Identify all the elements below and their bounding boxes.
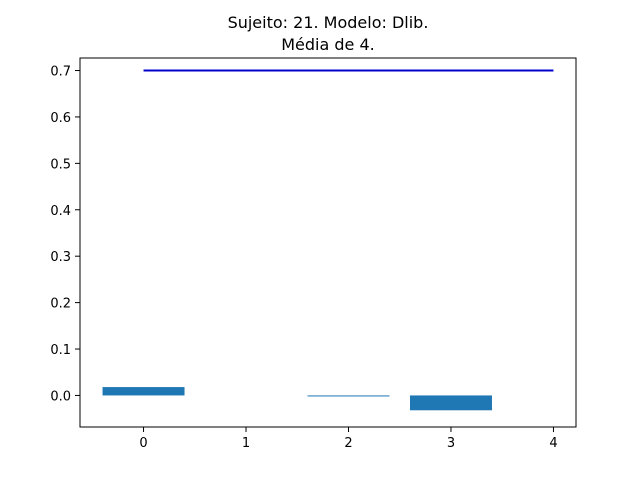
bar-2 xyxy=(307,395,390,397)
y-tick-label-0.6: 0.6 xyxy=(50,111,71,126)
y-tick-label-0: 0.0 xyxy=(50,389,71,404)
x-tick-label-0: 0 xyxy=(139,436,147,451)
x-tick-label-4: 4 xyxy=(549,436,557,451)
x-tick-label-1: 1 xyxy=(242,436,250,451)
chart-title-line2: Média de 4. xyxy=(281,35,375,54)
x-tick-label-2: 2 xyxy=(344,436,352,451)
y-tick-label-0.1: 0.1 xyxy=(50,343,71,358)
chart-title-line1: Sujeito: 21. Modelo: Dlib. xyxy=(228,13,429,32)
y-tick-label-0.5: 0.5 xyxy=(50,157,71,172)
x-tick-label-3: 3 xyxy=(447,436,455,451)
y-tick-label-0.7: 0.7 xyxy=(50,65,71,80)
plot-frame xyxy=(79,57,577,428)
y-tick-label-0.3: 0.3 xyxy=(50,250,71,265)
bar-3 xyxy=(409,395,492,411)
bar-0 xyxy=(102,387,185,396)
plot-area: 0 1 2 3 4 0.0 0.1 0.2 0.3 0.4 0.5 0.6 0.7 xyxy=(50,57,577,451)
y-tick-label-0.2: 0.2 xyxy=(50,297,71,312)
y-tick-label-0.4: 0.4 xyxy=(50,204,71,219)
